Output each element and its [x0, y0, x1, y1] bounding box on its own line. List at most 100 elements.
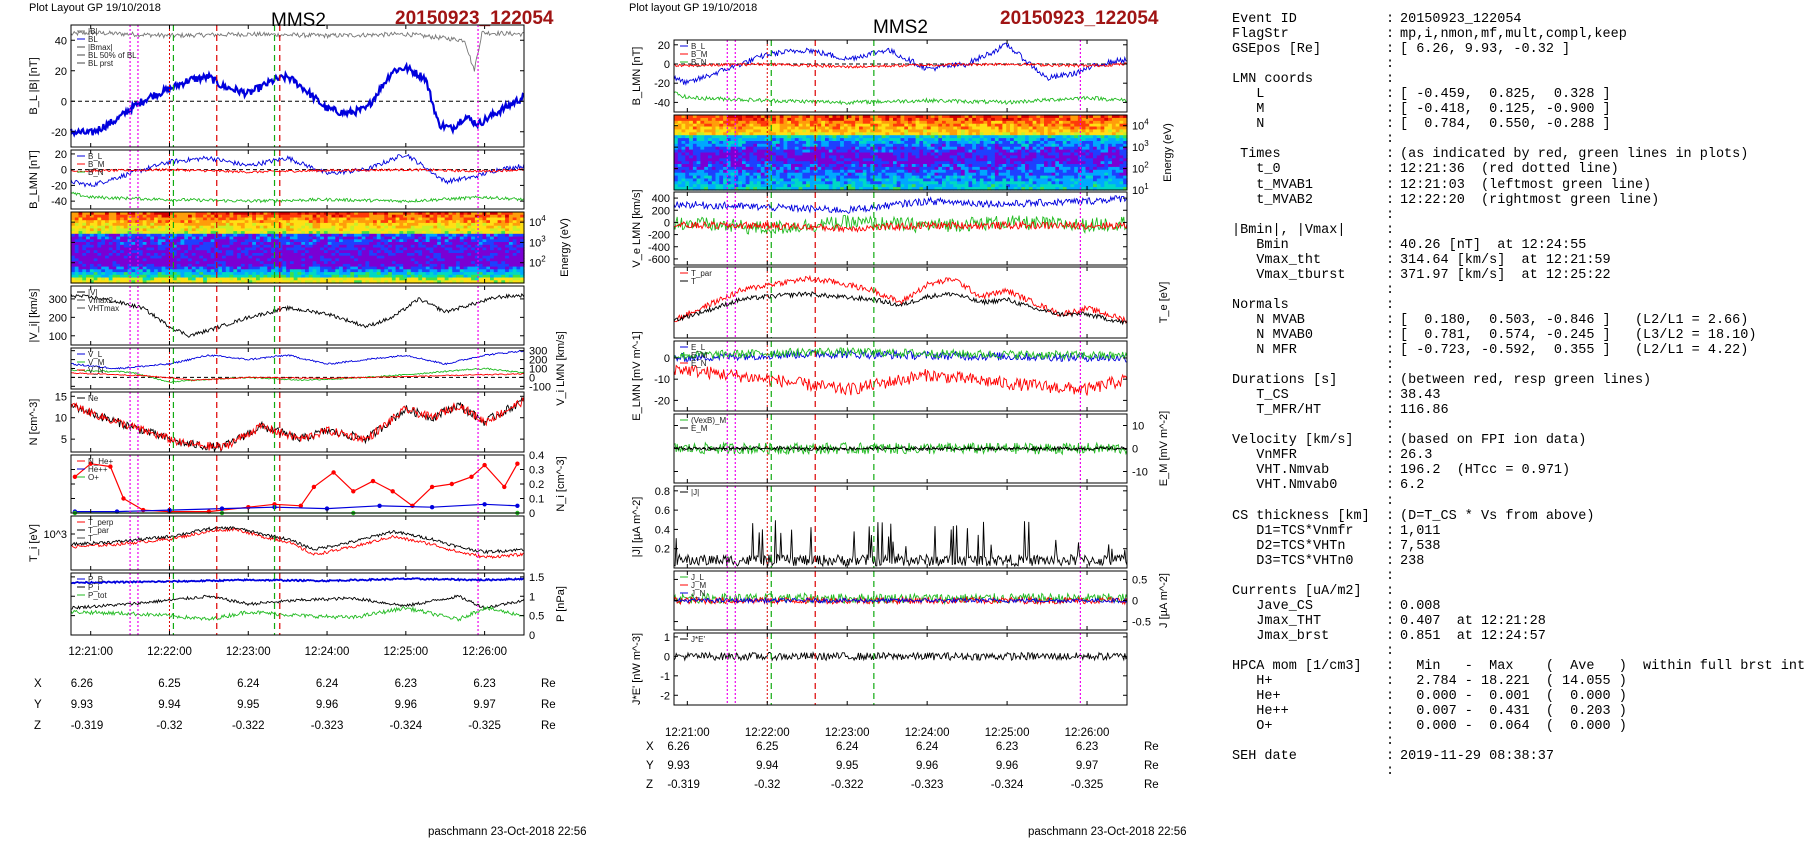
spectrogram-cell [369, 261, 374, 265]
spectrogram-cell [240, 212, 246, 216]
spectrogram-cell [157, 255, 163, 259]
spectrogram-cell [308, 266, 314, 270]
spectrogram-cell [116, 222, 121, 227]
spectrogram-cell [256, 247, 261, 251]
spectrogram-cell [399, 263, 404, 268]
spectrogram-cell [195, 242, 200, 246]
spectrogram-cell [425, 269, 431, 273]
spectrogram-cell [403, 272, 408, 276]
spectrogram-cell [339, 244, 344, 249]
spectrogram-cell [433, 253, 438, 257]
spectrogram-cell [316, 280, 321, 284]
spectrogram-cell [301, 214, 306, 218]
spectrogram-cell [229, 220, 234, 224]
spectrogram-cell [289, 225, 295, 229]
spectrogram-cell [373, 258, 378, 262]
spectrogram-cell [123, 255, 129, 259]
spectrogram-cell [286, 253, 291, 257]
legend-label: B_M [88, 160, 105, 169]
spectrogram-cell [248, 212, 253, 216]
spectrogram-cell [176, 244, 182, 249]
spectrogram-cell [172, 217, 178, 221]
series-line [70, 594, 525, 611]
spectrogram-cell [123, 220, 129, 224]
spectrogram-cell [195, 236, 200, 240]
spectrogram-cell [293, 258, 299, 262]
spectrogram-cell [150, 274, 155, 279]
spectrogram-cell [293, 247, 299, 251]
spectrogram-cell [256, 255, 261, 259]
spectrogram-cell [395, 258, 400, 262]
spectrogram-cell [86, 236, 91, 240]
spectrogram-cell [274, 272, 280, 276]
spectrogram-cell [278, 242, 283, 246]
spectrogram-cell [161, 239, 166, 243]
spectrogram-cell [418, 225, 423, 229]
spectrogram-cell [289, 250, 295, 254]
spectrogram-cell [120, 239, 125, 243]
spectrogram-cell [376, 239, 382, 243]
spectrogram-cell [184, 255, 189, 259]
spectrogram-cell [101, 228, 106, 232]
spectrogram-cell [286, 242, 291, 246]
spectrogram-cell [123, 214, 129, 218]
spectrogram-cell [233, 212, 238, 216]
spectrogram-cell [452, 266, 457, 270]
spectrogram-cell [331, 272, 336, 276]
spectrogram-cell [199, 233, 204, 238]
spectrogram-cell [274, 222, 280, 227]
spectrogram-cell [391, 222, 397, 227]
spectrogram-cell [259, 253, 265, 257]
spectrogram-cell [218, 220, 223, 224]
spectrogram-cell [78, 263, 83, 268]
spectrogram-cell [289, 217, 295, 221]
spectrogram-cell [191, 236, 197, 240]
spectrogram-cell [354, 274, 359, 279]
spectrogram-cell [267, 236, 272, 240]
spectrogram-cell [365, 258, 370, 262]
series-line [70, 349, 525, 370]
spectrogram-cell [410, 225, 416, 229]
spectrogram-cell [335, 263, 340, 268]
spectrogram-cell [437, 269, 442, 273]
spectrogram-cell [86, 247, 91, 251]
spectrogram-cell [248, 269, 253, 273]
spectrogram-cell [210, 222, 216, 227]
spectrogram-cell [71, 272, 76, 276]
spectrogram-cell [459, 253, 465, 257]
spectrogram-cell [335, 242, 340, 246]
spectrogram-cell [229, 239, 234, 243]
spectrogram-cell [418, 217, 423, 221]
spectrogram-cell [131, 225, 136, 229]
spectrogram-cell [448, 242, 453, 246]
spectrogram-cell [459, 277, 465, 281]
spectrogram-cell [271, 225, 276, 229]
spectrogram-cell [154, 222, 159, 227]
data-point [449, 481, 454, 487]
spectrogram-cell [199, 225, 204, 229]
spectrogram-cell [93, 214, 99, 218]
spectrogram-cell [101, 247, 106, 251]
spectrogram-cell [112, 222, 117, 227]
spectrogram-cell [316, 233, 321, 238]
spectrogram-cell [142, 280, 148, 284]
spectrogram-cell [410, 242, 416, 246]
spectrogram-cell [169, 233, 174, 238]
spectrogram-cell [256, 280, 261, 284]
spectrogram-cell [384, 217, 389, 221]
spectrogram-cell [459, 214, 465, 218]
spectrogram-cell [456, 212, 461, 216]
spectrogram-cell [297, 222, 302, 227]
spectrogram-cell [165, 231, 170, 235]
spectrogram-cell [199, 258, 204, 262]
spectrogram-cell [305, 225, 310, 229]
spectrogram-cell [448, 274, 453, 279]
spectrogram-cell [267, 231, 272, 235]
spectrogram-cell [308, 231, 314, 235]
spectrogram-cell [138, 242, 144, 246]
spectrogram-cell [414, 220, 419, 224]
spectrogram-cell [89, 242, 95, 246]
spectrogram-cell [433, 236, 438, 240]
spectrogram-cell [414, 236, 419, 240]
spectrogram-cell [320, 222, 325, 227]
